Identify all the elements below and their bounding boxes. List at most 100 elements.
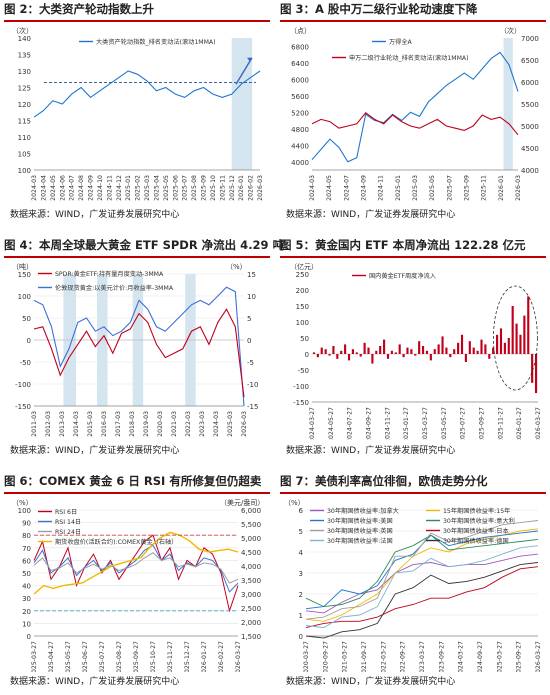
series-line (33, 534, 239, 613)
x-tick-label: 2024-09-27 (366, 407, 373, 440)
y-tick-label: 140 (18, 35, 31, 43)
x-tick-label: 2025-10 (210, 175, 217, 201)
x-tick-label: 2011-03 (31, 411, 38, 437)
bar (332, 346, 335, 354)
series-line (305, 520, 539, 620)
x-tick-label: 2024-05 (326, 175, 333, 201)
bar (503, 342, 506, 354)
y-right-tick-label: 3,000 (241, 591, 261, 599)
trend-arrow (235, 57, 253, 85)
chart-fig3: 6800 6400 6000 5600 5200 4800 4400 4000 7000 6500… (290, 26, 539, 201)
panel-fig3: 图 3：A 股中万二级行业轮动速度下降 6800 6400 6000 5600 5200… (280, 0, 546, 230)
bar (410, 349, 413, 354)
shaded-period (231, 38, 253, 170)
y-right-tick-label: 1,500 (241, 633, 261, 641)
series-line (311, 51, 519, 163)
bar (394, 352, 397, 354)
x-tick-label: 2016-03 (101, 411, 108, 437)
title-rule (280, 256, 546, 258)
bar (386, 354, 390, 359)
x-tick-label: 2025-01 (395, 175, 402, 201)
y-tick-label: 50 (300, 335, 309, 343)
y-right-tick-label: 15 (247, 271, 256, 279)
y-tick-label: 10 (22, 620, 31, 628)
chart-fig6: 10090807060504030201006,0005,5005,0004,5… (12, 498, 264, 672)
bar (383, 339, 386, 354)
series-line (33, 531, 239, 595)
x-tick-label: 2025-05 (429, 175, 436, 201)
y-tick-label: 0 (299, 633, 303, 641)
legend-label: 30年期国债收益率:英国 (327, 527, 393, 535)
y-tick-label: 30 (22, 595, 31, 603)
y-tick-label: 120 (18, 101, 31, 109)
bar (312, 352, 316, 354)
y-tick-label: 4000 (291, 159, 309, 167)
x-tick-label: 2022-03 (185, 411, 192, 437)
source-note: 数据来源：WIND，广发证券发展研究中心 (10, 677, 180, 687)
x-tick-label: 2025-07-27 (460, 407, 467, 440)
bar (449, 354, 452, 358)
bar (379, 346, 382, 354)
y-tick-label: 60 (22, 557, 31, 565)
x-tick-label: 2025-09-27 (133, 641, 140, 672)
legend-label: SPDR:黄金ETF:持有量月度变动-3MMA (55, 270, 164, 278)
legend-label: 30年期国债收益率:德国 (443, 537, 509, 545)
source-note: 数据来源：WIND，广发证券发展研究中心 (10, 446, 180, 456)
y-right-tick-label: 6000 (521, 79, 539, 87)
legend-label: 期货收盘价(活跃合约):COMEX黄金（右轴） (55, 538, 177, 546)
x-tick-label: 2026-03-27 (235, 641, 242, 672)
source-note: 数据来源：WIND，广发证券发展研究中心 (286, 677, 456, 687)
bar (534, 354, 538, 394)
y-tick-label: 70 (22, 545, 31, 553)
y-tick-label: 0 (305, 351, 309, 359)
y-unit-label: （%） (284, 499, 305, 507)
y-right-tick-label: 0 (247, 337, 251, 345)
x-tick-label: 2023-03 (199, 411, 206, 437)
legend-label: RSI 14日 (55, 519, 81, 526)
title-rule (280, 20, 546, 22)
y-right-tick-label: -5 (247, 359, 254, 367)
shaded-period (503, 38, 513, 170)
x-tick-label: 2024-03-27 (458, 641, 465, 672)
y-tick-label: 100 (18, 507, 31, 515)
x-tick-label: 2026-02-27 (218, 641, 225, 672)
y-tick-label: 3 (299, 570, 303, 578)
y-tick-label: 125 (18, 85, 31, 93)
legend-label: 伦敦现货黄金:以美元计价:月收益率-3MMA (55, 284, 174, 292)
y-right-tick-label: 2,000 (241, 619, 261, 627)
y-right-tick-label: 4,000 (241, 563, 261, 571)
y-tick-label: -50 (298, 367, 309, 375)
bar (492, 347, 495, 354)
bar (515, 323, 518, 354)
bar (441, 336, 444, 354)
y-right-tick-label: 3,500 (241, 577, 261, 585)
x-tick-label: 2026-03-27 (535, 407, 542, 440)
series-line (305, 562, 539, 639)
bar (371, 354, 374, 364)
x-tick-label: 2026-02 (248, 175, 255, 201)
x-tick-label: 2024-11 (378, 175, 385, 201)
bar (531, 354, 534, 383)
y-right-unit-label: （次） (500, 26, 521, 35)
x-tick-label: 2025-07 (446, 175, 453, 201)
y-right-tick-label: 5500 (521, 101, 539, 109)
series-line (305, 545, 539, 629)
y-right-tick-label: 6500 (521, 57, 539, 65)
x-tick-label: 2025-10-27 (150, 641, 157, 672)
panel-fig7: 图 7：美债利率高位徘徊，欧债走势分化 6 5 4 3 2 1 0 （%） 2020-03-27… (280, 472, 546, 694)
bar (437, 344, 440, 354)
chart-fig7: 6 5 4 3 2 1 0 （%） 2020-03-27 2020-09-27 2021-03-27… (284, 499, 542, 672)
y-tick-label: 0 (27, 337, 31, 345)
x-tick-label: 2024-05-27 (328, 407, 335, 440)
x-tick-label: 2025-04-27 (48, 641, 55, 672)
x-tick-label: 2024-03-27 (309, 407, 316, 440)
y-tick-label: -50 (20, 359, 31, 367)
trend-arrow-head (247, 57, 252, 62)
bar (453, 349, 456, 354)
bar (511, 306, 514, 354)
x-tick-label: 2024-09 (88, 175, 95, 201)
bar (336, 354, 339, 359)
y-tick-label: 200 (296, 287, 309, 295)
y-unit-label: （%） (12, 499, 33, 507)
